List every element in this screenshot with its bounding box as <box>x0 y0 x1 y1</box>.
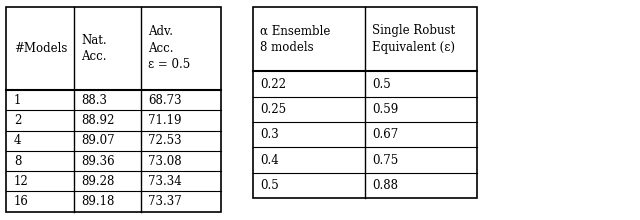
Text: Nat.
Acc.: Nat. Acc. <box>81 34 107 63</box>
Text: 0.59: 0.59 <box>372 103 399 116</box>
Text: 0.75: 0.75 <box>372 154 399 167</box>
Text: Adv.
Acc.
ε = 0.5: Adv. Acc. ε = 0.5 <box>148 25 191 72</box>
Text: 0.88: 0.88 <box>372 179 399 192</box>
Text: 88.92: 88.92 <box>81 114 115 127</box>
Text: 73.34: 73.34 <box>148 175 182 188</box>
Bar <box>253 7 477 198</box>
Text: #Models: #Models <box>14 42 67 55</box>
Text: 72.53: 72.53 <box>148 134 182 147</box>
Text: 89.36: 89.36 <box>81 154 115 168</box>
Text: 0.67: 0.67 <box>372 128 399 141</box>
Text: 71.19: 71.19 <box>148 114 182 127</box>
Text: 0.25: 0.25 <box>260 103 287 116</box>
Text: 89.18: 89.18 <box>81 195 115 208</box>
Text: 0.3: 0.3 <box>260 128 279 141</box>
Text: 89.28: 89.28 <box>81 175 115 188</box>
Text: 12: 12 <box>14 175 29 188</box>
Text: 16: 16 <box>14 195 29 208</box>
Text: 73.37: 73.37 <box>148 195 182 208</box>
Text: Single Robust
Equivalent (ε): Single Robust Equivalent (ε) <box>372 24 456 54</box>
Text: 0.5: 0.5 <box>372 78 391 91</box>
Text: 2: 2 <box>14 114 22 127</box>
Text: 8: 8 <box>14 154 22 168</box>
Text: 1: 1 <box>14 94 22 107</box>
Text: α Ensemble
8 models: α Ensemble 8 models <box>260 24 331 54</box>
Text: 88.3: 88.3 <box>81 94 108 107</box>
Text: 0.22: 0.22 <box>260 78 287 91</box>
Text: 68.73: 68.73 <box>148 94 182 107</box>
Text: 89.07: 89.07 <box>81 134 115 147</box>
Text: 4: 4 <box>14 134 22 147</box>
Text: 73.08: 73.08 <box>148 154 182 168</box>
Text: 0.4: 0.4 <box>260 154 279 167</box>
Bar <box>6 7 221 212</box>
Text: 0.5: 0.5 <box>260 179 279 192</box>
